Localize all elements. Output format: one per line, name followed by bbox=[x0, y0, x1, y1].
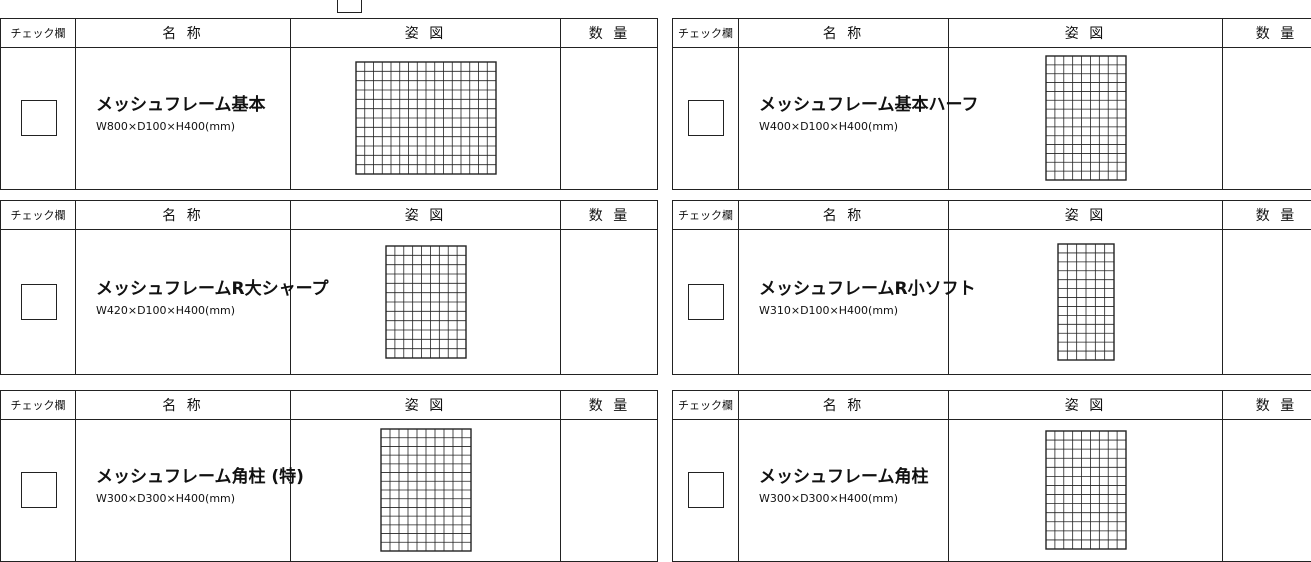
check-box bbox=[688, 472, 724, 508]
header-cell: チェック欄 bbox=[1, 19, 76, 47]
header-cell: 姿 図 bbox=[949, 201, 1223, 229]
check-box bbox=[20, 283, 57, 320]
check-box bbox=[688, 283, 724, 320]
header-cell: 数 量 bbox=[588, 398, 631, 414]
item-size: W310×D100×H400(mm) bbox=[759, 303, 899, 317]
item-name: メッシュフレーム基本 bbox=[96, 95, 266, 115]
header-row: チェック欄名 称姿 図 数 量 bbox=[1, 19, 657, 48]
item-size: W400×D100×H400(mm) bbox=[759, 120, 899, 133]
header-row: チェック欄名 称姿 図数 量 bbox=[673, 391, 1311, 420]
item-name: メッシュフレーム角柱 bbox=[759, 467, 929, 487]
column-line bbox=[673, 419, 739, 561]
item-name: メッシュフレームR大シャープ bbox=[96, 278, 329, 299]
mesh-figure bbox=[385, 244, 467, 359]
item-name: メッシュフレーム角柱 (特) bbox=[96, 467, 304, 487]
header-cell: チェック欄 bbox=[1, 391, 76, 419]
header-cell: 数 量 bbox=[588, 208, 631, 224]
header-row: チェック欄名 称姿 図 数 量 bbox=[1, 201, 657, 230]
header-cell: 姿 図 bbox=[291, 391, 561, 419]
mesh-figure bbox=[1045, 55, 1127, 181]
column-line bbox=[291, 47, 561, 189]
column-line bbox=[739, 419, 949, 561]
header-cell: チェック欄 bbox=[1, 201, 76, 229]
check-box bbox=[20, 472, 57, 508]
column-line bbox=[291, 229, 561, 374]
header-cell: チェック欄 bbox=[673, 391, 739, 419]
header-cell: 姿 図 bbox=[291, 201, 561, 229]
item-table: チェック欄名 称姿 図 数 量メッシュフレームR大シャープ W420×D100×H4… bbox=[0, 200, 658, 375]
column-line bbox=[76, 229, 291, 374]
mesh-figure bbox=[355, 61, 497, 175]
header-cell: 姿 図 bbox=[949, 391, 1223, 419]
header-cell: チェック欄 bbox=[673, 19, 739, 47]
header-cell: 名 称 bbox=[739, 19, 949, 47]
column-line bbox=[739, 47, 949, 189]
item-size: W300×D300×H400(mm) bbox=[759, 492, 899, 505]
item-table: チェック欄名 称姿 図 数 量メッシュフレーム角柱 (特) W300×D300×H4… bbox=[0, 390, 658, 562]
mesh-figure bbox=[1045, 430, 1127, 550]
column-line bbox=[291, 419, 561, 561]
column-line bbox=[673, 47, 739, 189]
item-table: チェック欄名 称姿 図数 量メッシュフレーム基本ハーフ W400×D100×H40… bbox=[672, 18, 1311, 190]
header-cell: 数 量 bbox=[1223, 19, 1311, 47]
header-cell: 姿 図 bbox=[291, 19, 561, 47]
header-cell: 名 称 bbox=[76, 201, 291, 229]
column-line bbox=[1, 47, 76, 189]
item-table: チェック欄名 称姿 図 数 量メッシュフレーム基本 W800×D100×H400(m… bbox=[0, 18, 658, 190]
header-cell: 名 称 bbox=[76, 19, 291, 47]
header-cell: チェック欄 bbox=[673, 201, 739, 229]
header-cell: 名 称 bbox=[76, 391, 291, 419]
top-box bbox=[337, 0, 362, 13]
column-line bbox=[739, 229, 949, 374]
mesh-figure bbox=[1057, 242, 1115, 361]
header-cell: 姿 図 bbox=[949, 19, 1223, 47]
column-line bbox=[949, 419, 1223, 561]
header-cell: 数 量 bbox=[588, 26, 631, 42]
column-line bbox=[76, 419, 291, 561]
column-line bbox=[1, 229, 76, 374]
column-line bbox=[949, 229, 1223, 374]
column-line bbox=[949, 47, 1223, 189]
item-name: メッシュフレームR小ソフト bbox=[759, 278, 976, 299]
header-cell: 名 称 bbox=[739, 391, 949, 419]
item-size: W800×D100×H400(mm) bbox=[96, 120, 236, 133]
header-row: チェック欄名 称姿 図数 量 bbox=[673, 19, 1311, 48]
mesh-figure bbox=[380, 428, 472, 552]
item-size: W300×D300×H400(mm) bbox=[96, 492, 236, 505]
header-cell: 数 量 bbox=[1223, 201, 1311, 229]
item-table: チェック欄名 称姿 図数 量メッシュフレームR小ソフト W310×D100×H40… bbox=[672, 200, 1311, 375]
check-box bbox=[688, 100, 724, 136]
header-row: チェック欄名 称姿 図 数 量 bbox=[1, 391, 657, 420]
column-line bbox=[76, 47, 291, 189]
item-table: チェック欄名 称姿 図数 量メッシュフレーム角柱 W300×D300×H400(m… bbox=[672, 390, 1311, 562]
header-cell: 名 称 bbox=[739, 201, 949, 229]
item-size: W420×D100×H400(mm) bbox=[96, 303, 236, 317]
check-box bbox=[20, 100, 57, 136]
item-name: メッシュフレーム基本ハーフ bbox=[759, 95, 979, 115]
column-line bbox=[1, 419, 76, 561]
header-cell: 数 量 bbox=[1223, 391, 1311, 419]
column-line bbox=[673, 229, 739, 374]
header-row: チェック欄名 称姿 図数 量 bbox=[673, 201, 1311, 230]
